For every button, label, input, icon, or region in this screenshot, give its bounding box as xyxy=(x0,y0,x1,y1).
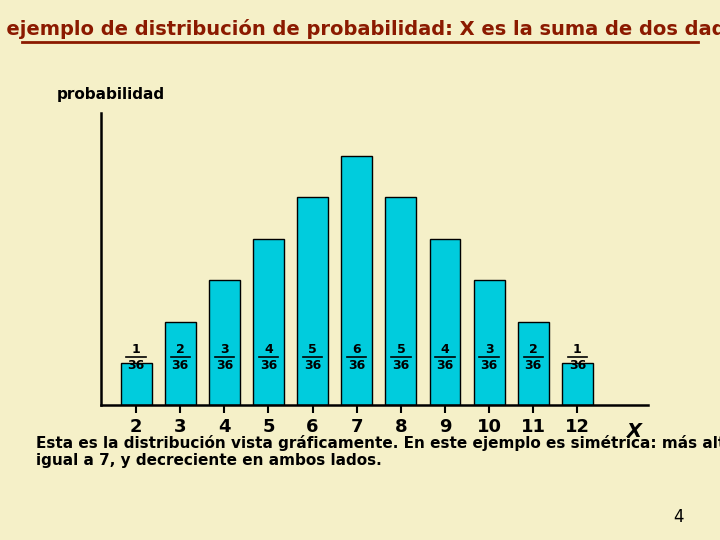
Text: 4: 4 xyxy=(441,343,449,356)
Bar xyxy=(165,322,196,405)
Text: 36: 36 xyxy=(480,359,498,372)
Text: 4: 4 xyxy=(673,509,684,526)
Text: 6: 6 xyxy=(352,343,361,356)
Text: 36: 36 xyxy=(436,359,454,372)
Bar xyxy=(562,363,593,405)
Text: 36: 36 xyxy=(304,359,321,372)
Text: 1: 1 xyxy=(573,343,582,356)
Text: 5: 5 xyxy=(397,343,405,356)
Text: 36: 36 xyxy=(216,359,233,372)
Bar xyxy=(253,239,284,405)
Bar xyxy=(209,280,240,405)
Text: 4: 4 xyxy=(264,343,273,356)
Text: 36: 36 xyxy=(569,359,586,372)
Bar xyxy=(121,363,151,405)
Text: 36: 36 xyxy=(171,359,189,372)
Text: Un ejemplo de distribución de probabilidad: X es la suma de dos dados: Un ejemplo de distribución de probabilid… xyxy=(0,19,720,39)
Bar xyxy=(341,156,372,405)
Text: 2: 2 xyxy=(176,343,184,356)
Text: 3: 3 xyxy=(485,343,493,356)
Text: 3: 3 xyxy=(220,343,229,356)
Text: 2: 2 xyxy=(529,343,538,356)
Bar xyxy=(385,197,416,405)
Text: 36: 36 xyxy=(392,359,410,372)
Text: 5: 5 xyxy=(308,343,317,356)
Text: 36: 36 xyxy=(348,359,365,372)
Text: 36: 36 xyxy=(127,359,145,372)
Text: 36: 36 xyxy=(260,359,277,372)
Text: probabilidad: probabilidad xyxy=(57,87,165,102)
Bar xyxy=(430,239,461,405)
Bar xyxy=(518,322,549,405)
Bar xyxy=(474,280,505,405)
Bar xyxy=(297,197,328,405)
Text: X: X xyxy=(627,422,642,441)
Text: 36: 36 xyxy=(525,359,542,372)
Text: 1: 1 xyxy=(132,343,140,356)
Text: Esta es la distribución vista gráficamente. En este ejemplo es simétrica: más al: Esta es la distribución vista gráficamen… xyxy=(36,435,720,468)
